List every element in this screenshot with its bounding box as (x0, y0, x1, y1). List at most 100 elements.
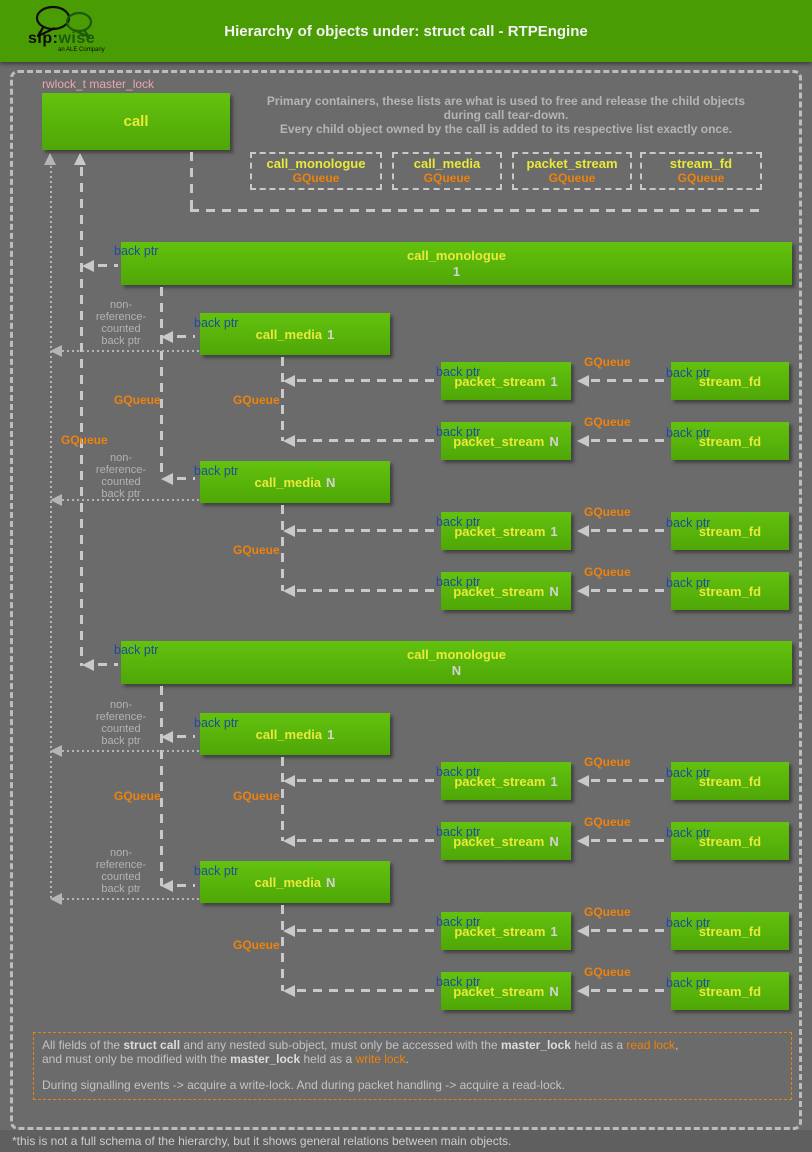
call-to-containers-line (190, 152, 193, 210)
gqueue-branch-arrow (283, 525, 295, 537)
gqueue-label: GQueue (61, 433, 108, 447)
container-call-monologue: call_monologue GQueue (250, 152, 382, 190)
packet-stream-title: packet_stream (453, 583, 545, 599)
nonref-backptr-label: non- reference- counted back ptr (95, 452, 147, 500)
stream-link-line (591, 439, 671, 442)
logo-text: sip:wise (28, 30, 95, 48)
gqueue-branch-arrow (283, 775, 295, 787)
mediaN-streams-trunk (281, 905, 284, 991)
back-ptr-label: back ptr (666, 826, 711, 840)
gqueue-label: GQueue (233, 789, 280, 803)
stream-link-line (591, 529, 671, 532)
container-title: stream_fd (669, 156, 733, 171)
back-ptr-label: back ptr (436, 515, 481, 529)
gqueue-branch-line (297, 779, 441, 782)
back-ptr-label: back ptr (436, 425, 481, 439)
gqueue-branch-line (297, 529, 441, 532)
intro-text: Primary containers, these lists are what… (266, 94, 746, 136)
gqueue-label: GQueue (584, 755, 631, 769)
nonref-arrow (50, 494, 62, 506)
stream-link-arrow (577, 775, 589, 787)
packet-stream-index: N (549, 983, 559, 999)
packet-stream-index: 1 (550, 923, 558, 939)
back-ptr-label: back ptr (436, 765, 481, 779)
gqueue-label: GQueue (584, 355, 631, 369)
media-index: N (326, 474, 336, 490)
back-ptr-label: back ptr (114, 643, 159, 657)
monologueN-medias-trunk (160, 686, 163, 886)
packet-stream-index: 1 (550, 373, 558, 389)
stream-fd-node: stream_fd (671, 912, 789, 950)
gqueue-branch-arrow (283, 585, 295, 597)
backptr-arrow (161, 331, 173, 343)
monologue-node-n: call_monologue N (121, 641, 792, 684)
gqueue-label: GQueue (233, 938, 280, 952)
notes-text: , (675, 1038, 679, 1052)
back-ptr-label: back ptr (436, 975, 481, 989)
monologue-title: call_monologue (407, 646, 506, 662)
container-packet-stream: packet_stream GQueue (512, 152, 632, 190)
notes-text: . (405, 1051, 409, 1066)
container-type: GQueue (292, 171, 340, 185)
nonref-backptr-label: non- reference- counted back ptr (95, 847, 147, 895)
packet-stream-node: packet_stream N (441, 972, 571, 1010)
stream-fd-title: stream_fd (698, 373, 762, 389)
back-ptr-label: back ptr (194, 464, 239, 478)
monologue-backptr-trunk (80, 167, 83, 666)
notes-bold: master_lock (230, 1051, 301, 1066)
gqueue-branch-line (297, 589, 441, 592)
gqueue-branch-arrow (283, 985, 295, 997)
backptr-arrow (161, 473, 173, 485)
back-ptr-label: back ptr (666, 426, 711, 440)
packet-stream-title: packet_stream (454, 923, 546, 939)
backptr-line (98, 264, 118, 267)
notes-text: held as a (570, 1038, 627, 1052)
gqueue-label: GQueue (114, 393, 161, 407)
packet-stream-node: packet_stream 1 (441, 362, 571, 400)
gqueue-label: GQueue (584, 815, 631, 829)
nonref-trunk-arrow-up (44, 153, 56, 165)
gqueue-branch-arrow (283, 925, 295, 937)
container-title: packet_stream (526, 156, 618, 171)
speech-bubbles-icon (35, 5, 93, 39)
packet-stream-node: packet_stream N (441, 422, 571, 460)
media-title: call_media (254, 874, 322, 890)
media-node-n: call_media N (200, 861, 390, 903)
backptr-arrow (82, 659, 94, 671)
nonref-arrow (50, 745, 62, 757)
stream-link-line (591, 839, 671, 842)
notes-text: All fields of the (42, 1038, 124, 1052)
master-lock-label: rwlock_t master_lock (42, 77, 155, 91)
backptr-line (177, 335, 195, 338)
media-node-1: call_media 1 (200, 313, 390, 355)
back-ptr-label: back ptr (436, 915, 481, 929)
notes-text: held as a (300, 1051, 356, 1066)
notes-line-2: and must only be modified with the maste… (42, 1051, 783, 1067)
gqueue-branch-arrow (283, 835, 295, 847)
packet-stream-title: packet_stream (453, 833, 545, 849)
notes-line-3: During signalling events -> acquire a wr… (42, 1078, 565, 1092)
backptr-arrow (82, 260, 94, 272)
back-ptr-label: back ptr (666, 916, 711, 930)
nonref-backptr-label: non- reference- counted back ptr (95, 699, 147, 747)
packet-stream-title: packet_stream (453, 433, 545, 449)
media-title: call_media (255, 326, 323, 342)
back-ptr-label: back ptr (194, 316, 239, 330)
stream-fd-title: stream_fd (698, 433, 762, 449)
footer-note: *this is not a full schema of the hierar… (12, 1134, 512, 1148)
back-ptr-label: back ptr (436, 825, 481, 839)
nonref-backptr-label: non- reference- counted back ptr (95, 299, 147, 347)
container-title: call_monologue (266, 156, 366, 171)
stream-fd-title: stream_fd (698, 923, 762, 939)
media1-streams-trunk (281, 357, 284, 441)
packet-stream-node: packet_stream N (441, 822, 571, 860)
media-title: call_media (254, 474, 322, 490)
gqueue-branch-line (297, 379, 441, 382)
gqueue-label: GQueue (584, 965, 631, 979)
gqueue-label: GQueue (114, 789, 161, 803)
back-ptr-label: back ptr (666, 976, 711, 990)
notes-write-lock: write lock (355, 1051, 406, 1066)
mediaN-streams-trunk (281, 505, 284, 591)
monologue1-medias-trunk (160, 287, 163, 479)
media-index: N (326, 874, 336, 890)
